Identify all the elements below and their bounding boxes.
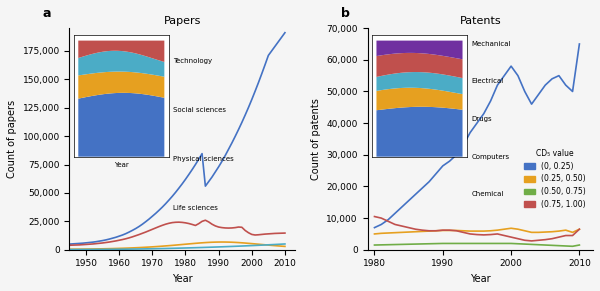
X-axis label: Year: Year <box>470 274 491 284</box>
Text: Composition of most
disruptive papers by
field over time: Composition of most disruptive papers by… <box>83 35 155 55</box>
Text: Computers: Computers <box>472 154 509 160</box>
Text: b: b <box>341 7 349 20</box>
Text: Chemical: Chemical <box>472 191 504 197</box>
Y-axis label: Count of papers: Count of papers <box>7 100 17 178</box>
Text: Physical sciences: Physical sciences <box>173 156 234 162</box>
Text: Mechanical: Mechanical <box>472 41 511 47</box>
Title: Patents: Patents <box>460 16 501 26</box>
Y-axis label: Count of patents: Count of patents <box>311 98 321 180</box>
Text: Social sciences: Social sciences <box>173 107 226 113</box>
Text: Technology: Technology <box>173 58 212 64</box>
Text: Drugs: Drugs <box>472 116 492 122</box>
Title: Papers: Papers <box>163 16 201 26</box>
Text: Life sciences: Life sciences <box>173 205 218 211</box>
X-axis label: Year: Year <box>172 274 193 284</box>
Text: a: a <box>43 7 51 20</box>
Text: Electrical: Electrical <box>472 78 503 84</box>
Legend: (0, 0.25), (0.25, 0.50), (0.50, 0.75), (0.75, 1.00): (0, 0.25), (0.25, 0.50), (0.50, 0.75), (… <box>521 146 589 212</box>
